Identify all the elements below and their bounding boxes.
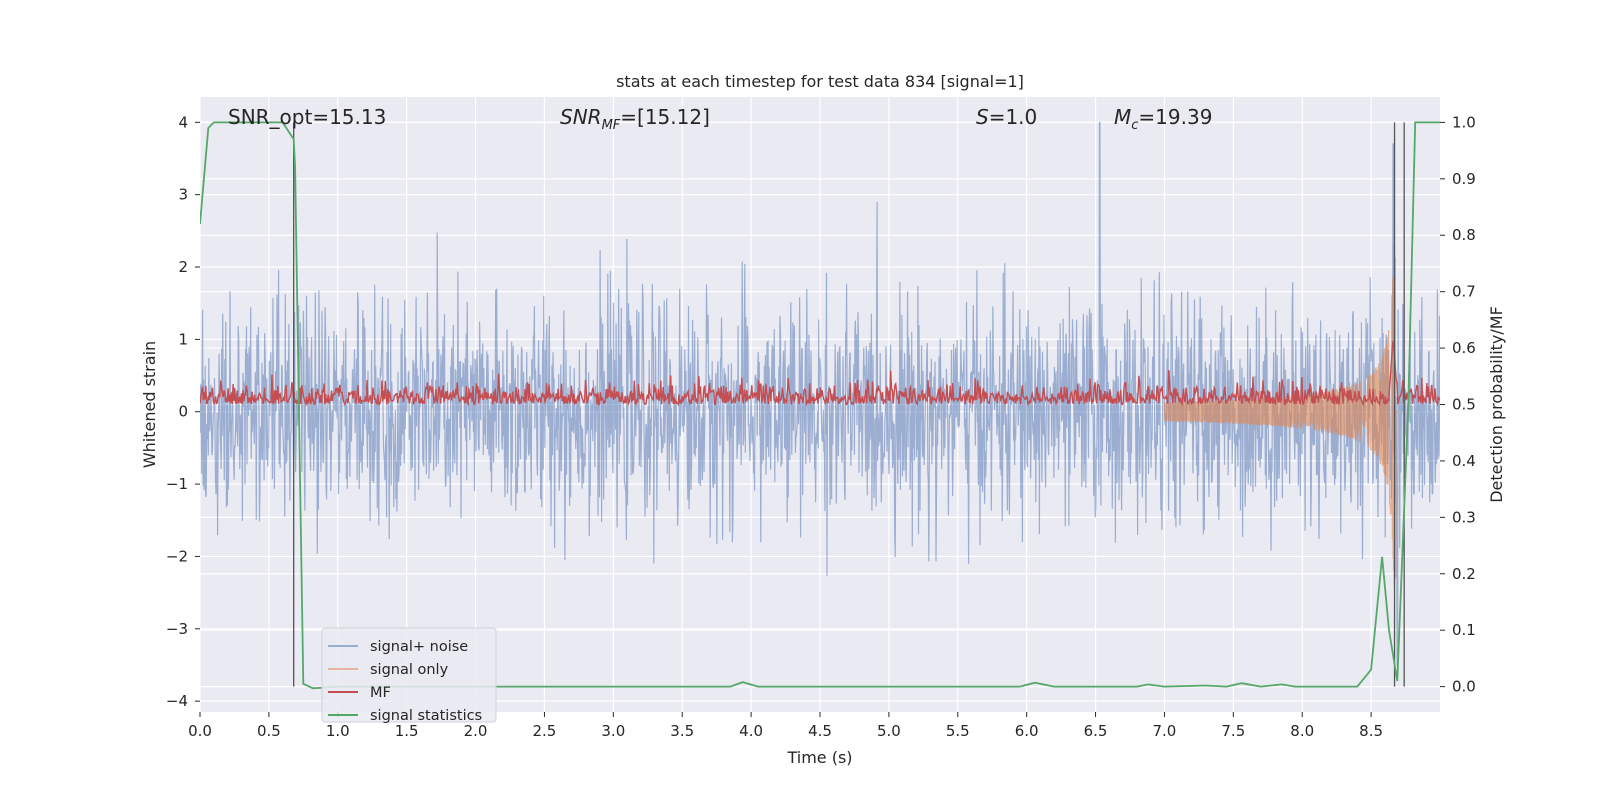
x-tick-label: 2.0 bbox=[464, 722, 488, 740]
x-tick-label: 0.5 bbox=[257, 722, 281, 740]
series-group bbox=[200, 121, 1440, 690]
y-right-tick-label: 0.6 bbox=[1452, 339, 1476, 357]
x-tick-label: 4.5 bbox=[808, 722, 832, 740]
grid bbox=[199, 97, 1440, 712]
legend-label: MF bbox=[370, 685, 391, 701]
series-signal-statistics-line bbox=[200, 121, 1440, 690]
y-tick-label: 3 bbox=[178, 186, 188, 204]
x-tick-label: 6.0 bbox=[1015, 722, 1039, 740]
annotation-mc: Mc=19.39 bbox=[1114, 105, 1212, 133]
annotation-s-value: =1.0 bbox=[989, 105, 1038, 129]
y-tick-label: −4 bbox=[166, 692, 188, 710]
y-right-axis-label: Detection probability/MF bbox=[1487, 306, 1506, 503]
legend-label: signal statistics bbox=[370, 708, 482, 724]
annotation-snr-mf-symbol: SNR bbox=[560, 105, 602, 129]
x-tick-label: 2.5 bbox=[533, 722, 557, 740]
y-tick-label: 1 bbox=[178, 330, 188, 348]
y-tick-label: −3 bbox=[166, 620, 188, 638]
legend-label: signal only bbox=[370, 662, 449, 678]
annotation-mc-value: =19.39 bbox=[1138, 105, 1212, 129]
y-tick-label: 0 bbox=[178, 403, 188, 421]
annotation-snr-mf-value: =[15.12] bbox=[620, 105, 710, 129]
legend-box bbox=[321, 627, 497, 723]
x-tick-label: 1.0 bbox=[326, 722, 350, 740]
x-tick-label: 8.5 bbox=[1359, 722, 1383, 740]
series-mf-line bbox=[200, 341, 1440, 407]
y-tick-label: −1 bbox=[166, 475, 188, 493]
annotation-snr-mf: SNRMF=[15.12] bbox=[560, 105, 710, 133]
x-tick-label: 7.5 bbox=[1221, 722, 1245, 740]
x-tick-label: 5.5 bbox=[946, 722, 970, 740]
y-right-tick-label: 1.0 bbox=[1452, 113, 1476, 131]
y-right-tick-label: 0.3 bbox=[1452, 508, 1476, 526]
x-tick-label: 0.0 bbox=[188, 722, 212, 740]
y-right-tick-label: 0.7 bbox=[1452, 283, 1476, 301]
x-tick-label: 4.0 bbox=[739, 722, 763, 740]
axes: 0.0 0.5 1.0 1.5 2.0 2.5 3.0 3.5 4.0 4.5 5.0 5.5 6.0 6… bbox=[166, 113, 1476, 740]
x-tick-label: 8.0 bbox=[1290, 722, 1314, 740]
x-tick-label: 6.5 bbox=[1084, 722, 1108, 740]
annotation-snr-mf-subscript: MF bbox=[602, 118, 621, 133]
annotation-s-symbol: S bbox=[976, 105, 989, 129]
y-right-tick-label: 0.9 bbox=[1452, 170, 1476, 188]
legend-label: signal+ noise bbox=[370, 639, 468, 655]
y-axis-label: Whitened strain bbox=[140, 341, 159, 468]
y-right-tick-label: 0.8 bbox=[1452, 226, 1476, 244]
x-tick-label: 7.0 bbox=[1153, 722, 1177, 740]
x-tick-label: 3.0 bbox=[601, 722, 625, 740]
y-tick-label: 2 bbox=[178, 258, 188, 276]
series-signal-only-line bbox=[1163, 244, 1399, 586]
annotation-mc-symbol: M bbox=[1114, 105, 1131, 129]
y-tick-label: −2 bbox=[166, 547, 188, 565]
annotation-s: S=1.0 bbox=[976, 105, 1037, 129]
series-signal-noise-line bbox=[200, 121, 1440, 666]
y-right-tick-label: 0.4 bbox=[1452, 452, 1476, 470]
x-axis-label: Time (s) bbox=[786, 748, 852, 767]
annotation-mc-subscript: c bbox=[1131, 118, 1138, 133]
vertical-markers bbox=[293, 122, 1405, 687]
y-right-tick-label: 0.5 bbox=[1452, 396, 1476, 414]
annotation-snr-opt: SNR_opt=15.13 bbox=[228, 105, 386, 129]
y-right-tick-label: 0.1 bbox=[1452, 621, 1476, 639]
y-tick-label: 4 bbox=[178, 113, 188, 131]
x-tick-label: 3.5 bbox=[670, 722, 694, 740]
y-right-tick-label: 0.2 bbox=[1452, 565, 1476, 583]
x-tick-label: 5.0 bbox=[877, 722, 901, 740]
annotations: SNR_opt=15.13 SNRMF=[15.12] S=1.0 Mc=19.39 bbox=[228, 105, 1212, 133]
x-tick-label: 1.5 bbox=[395, 722, 419, 740]
y-right-tick-label: 0.0 bbox=[1452, 678, 1476, 696]
legend: signal+ noise signal only MF signal statist… bbox=[321, 627, 497, 724]
chart-title: stats at each timestep for test data 834… bbox=[616, 72, 1024, 91]
